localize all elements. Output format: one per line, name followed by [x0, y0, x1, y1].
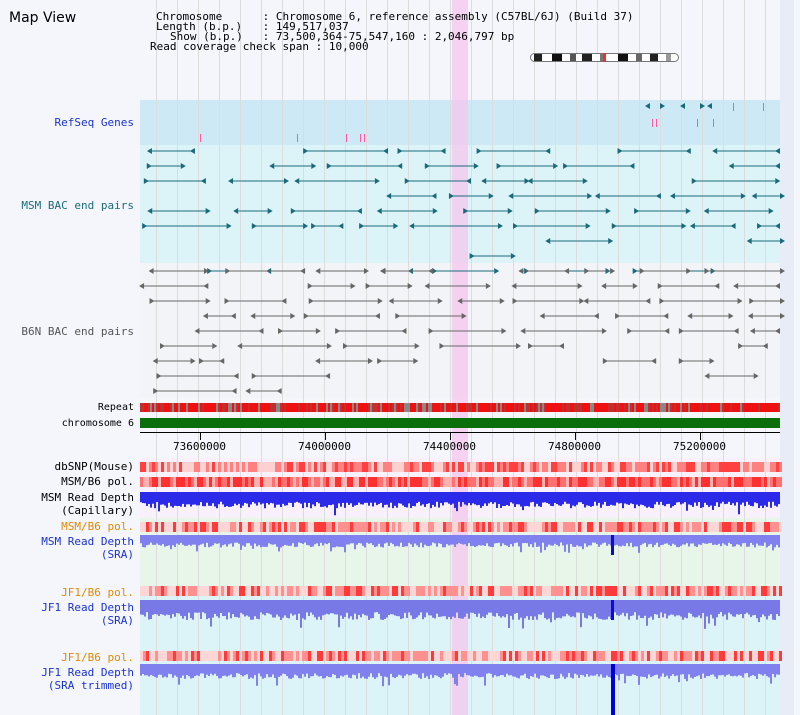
gridline: [702, 0, 703, 715]
gridline: [450, 0, 451, 715]
axis-label: 74000000: [298, 440, 351, 453]
length-label: Length (b.p.): [156, 20, 243, 33]
gridline: [198, 0, 199, 715]
show-label: Show (b.p.): [170, 30, 243, 43]
track-label-jf1-depth-sra-1[interactable]: JF1 Read Depth: [41, 601, 134, 614]
gridline: [303, 0, 304, 715]
show-row: Show (b.p.) : 73,500,364-75,547,160 : 2,…: [147, 31, 514, 42]
gridline: [681, 0, 682, 715]
coverage-row: Read coverage check span : 10,000: [150, 40, 369, 53]
gridline: [177, 0, 178, 715]
gridline: [387, 0, 388, 715]
gridline: [723, 0, 724, 715]
gridline: [555, 0, 556, 715]
gridline: [219, 0, 220, 715]
axis-tick: [575, 432, 576, 440]
gridline: [513, 0, 514, 715]
gridline: [366, 0, 367, 715]
gridline: [324, 0, 325, 715]
gridline: [597, 0, 598, 715]
gridline: [744, 0, 745, 715]
track-label-msm-depth-cap-2[interactable]: (Capillary): [61, 504, 134, 517]
track-label-jf1-depth-sra-2[interactable]: (SRA): [100, 614, 134, 627]
track-label-msm-bac[interactable]: MSM BAC end pairs: [21, 199, 134, 212]
track-label-b6n-bac[interactable]: B6N BAC end pairs: [21, 325, 134, 338]
axis-tick: [450, 432, 451, 440]
gridline: [471, 0, 472, 715]
track-label-repeat: Repeat: [97, 402, 134, 413]
gridline: [261, 0, 262, 715]
gridline: [639, 0, 640, 715]
gridline: [660, 0, 661, 715]
track-label-refseq[interactable]: RefSeq Genes: [54, 116, 134, 129]
axis-label: 74800000: [548, 440, 601, 453]
coordinate-axis: [140, 432, 780, 433]
track-label-msm-depth-cap-1[interactable]: MSM Read Depth: [41, 491, 134, 504]
gridline: [618, 0, 619, 715]
gridline: [408, 0, 409, 715]
track-label-msm-b6-pol-2[interactable]: MSM/B6 pol.: [61, 520, 134, 533]
track-label-jf1-b6-pol-1[interactable]: JF1/B6 pol.: [61, 586, 134, 599]
track-label-chromosome: chromosome 6: [61, 418, 134, 429]
length-value: 149,517,037: [275, 20, 349, 33]
track-label-msm-b6-pol-1[interactable]: MSM/B6 pol.: [61, 475, 134, 488]
axis-tick: [200, 432, 201, 440]
track-label-msm-depth-sra-1[interactable]: MSM Read Depth: [41, 535, 134, 548]
show-value: 73,500,364-75,547,160 : 2,046,797 bp: [275, 30, 515, 43]
length-row: Length (b.p.) : 149,517,037: [147, 21, 349, 32]
track-label-msm-depth-sra-2[interactable]: (SRA): [100, 548, 134, 561]
chromosome-value: Chromosome 6, reference assembly (C57BL/…: [275, 10, 634, 23]
gridline: [576, 0, 577, 715]
gridline: [282, 0, 283, 715]
page-title: Map View: [9, 10, 77, 26]
chromosome-row: Chromosome : Chromosome 6, reference ass…: [147, 11, 634, 22]
chromosome-bar: [140, 418, 780, 428]
axis-label: 75200000: [673, 440, 726, 453]
track-label-jf1-b6-pol-2[interactable]: JF1/B6 pol.: [61, 651, 134, 664]
axis-label: 73600000: [173, 440, 226, 453]
axis-tick: [325, 432, 326, 440]
axis-label: 74400000: [423, 440, 476, 453]
track-label-jf1-depth-trim-2[interactable]: (SRA trimmed): [47, 679, 134, 692]
chromosome-label: Chromosome: [156, 10, 223, 23]
gridline: [492, 0, 493, 715]
gridline: [240, 0, 241, 715]
right-edge-bar: [780, 0, 794, 715]
gridline: [765, 0, 766, 715]
chromosome-ideogram[interactable]: [530, 53, 680, 62]
axis-tick: [700, 432, 701, 440]
coverage-label: Read coverage check span: [150, 40, 309, 53]
track-label-dbsnp[interactable]: dbSNP(Mouse): [54, 460, 134, 473]
coverage-value: 10,000: [328, 40, 369, 53]
gridline: [345, 0, 346, 715]
track-label-jf1-depth-trim-1[interactable]: JF1 Read Depth: [41, 666, 134, 679]
gridline: [429, 0, 430, 715]
gridline: [534, 0, 535, 715]
gridline: [156, 0, 157, 715]
